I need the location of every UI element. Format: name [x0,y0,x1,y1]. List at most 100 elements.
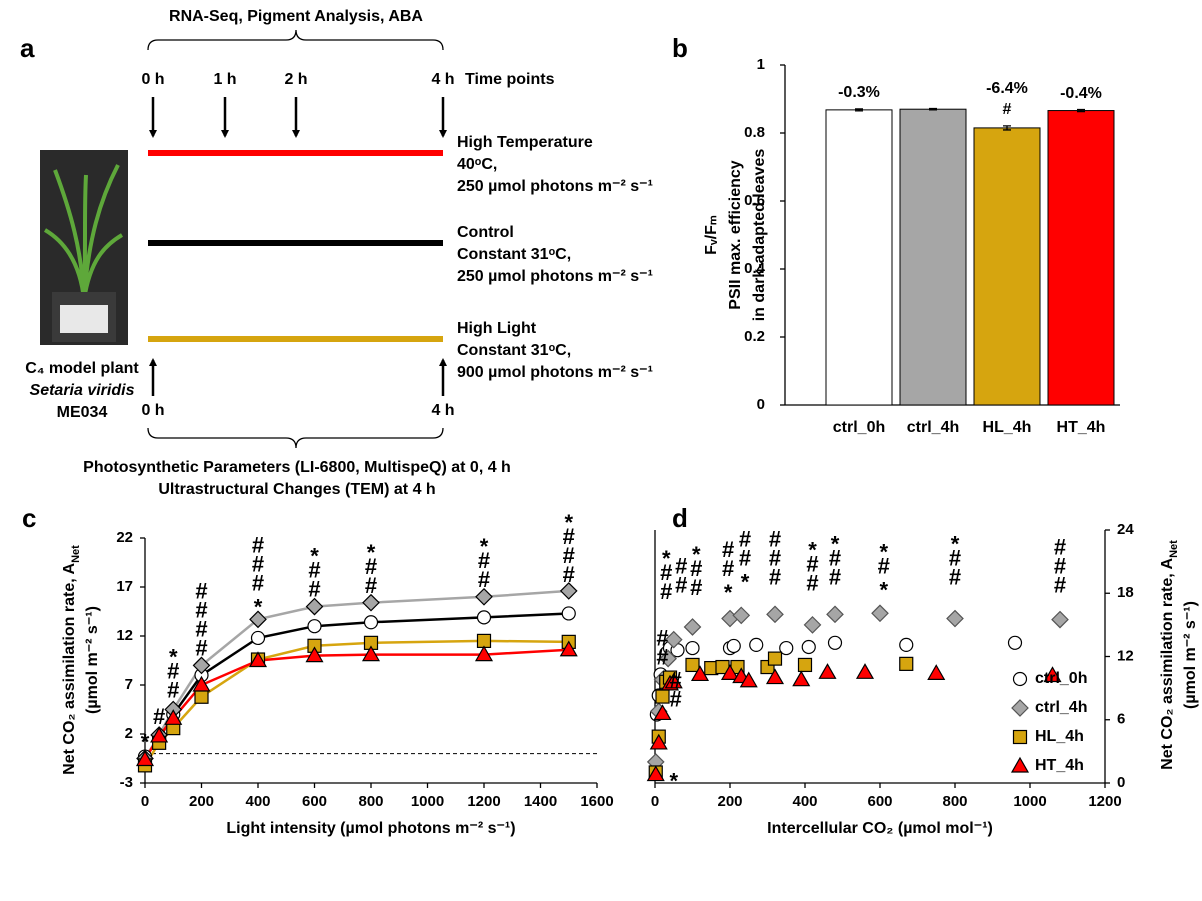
time-points-label: Time points [465,71,555,88]
brace [147,29,444,51]
marker [720,664,740,680]
marker [732,606,751,625]
significance-mark: * [564,510,573,535]
y-axis-label-text: Net CO₂ assimilation rate, A [61,562,78,774]
marker [664,672,683,689]
y-tick-label: -3 [120,774,133,791]
significance-mark: * [724,580,733,605]
marker [250,630,266,646]
error-bar [1003,125,1011,131]
significance-mark: * [879,540,888,565]
bar-annotation: -0.3% [838,84,880,101]
x-tick-label: HT_4h [1057,419,1106,436]
marker [803,616,822,634]
series-line [144,612,569,758]
marker [664,630,683,649]
significance-mark: # [1054,554,1066,579]
legend-label: ctrl_0h [1035,670,1087,687]
significance-mark: # [722,556,734,581]
marker [826,605,844,624]
significance-mark: # [167,678,179,703]
significance-mark: # [769,545,781,570]
brace [147,427,444,449]
treatment-text: Constant 31ᵒC, [457,342,571,359]
bar-annotation: -6.4% [986,80,1028,97]
significance-mark: * [662,546,671,571]
significance-mark: # [690,556,702,581]
top-label: RNA-Seq, Pigment Analysis, ABA [169,8,423,25]
significance-mark: # [949,564,961,589]
marker [363,615,379,630]
y-tick-label: 2 [125,725,133,742]
significance-mark: # [308,558,320,583]
plant-label: ME034 [57,404,108,421]
panel-label: d [672,503,688,533]
marker [685,657,700,673]
marker [871,604,889,623]
significance-mark: # [1054,535,1066,560]
x-tick-label: 600 [302,793,327,810]
marker [1051,610,1069,629]
y-axis-label-text: Net CO₂ assimilation rate, A [1159,557,1176,769]
y-tick-label: 24 [1117,521,1134,538]
marker [899,656,914,671]
marker [801,639,816,655]
y-tick-label: 0 [1117,774,1125,791]
significance-mark: # [739,526,751,551]
marker [561,606,576,621]
treatment-text: High Light [457,320,537,337]
x-tick-label: 0 [651,793,659,810]
significance-mark: # [670,668,682,693]
time-point-label: 1 h [213,71,236,88]
bar [1047,110,1115,406]
x-tick-label: 0 [141,793,149,810]
x-tick-label: 1400 [524,793,557,810]
marker [899,637,914,653]
y-tick-label: 22 [116,529,133,546]
x-tick-label: ctrl_0h [833,419,885,436]
plant-label: C₄ model plant [25,360,139,377]
x-axis-label: Intercellular CO₂ (µmol mol⁻¹) [767,820,993,837]
marker [827,635,843,650]
x-tick-label: 800 [942,793,967,810]
significance-mark: # [153,704,165,729]
bar-annotation: -0.4% [1060,85,1102,102]
significance-mark: * [951,531,960,556]
marker [192,656,211,675]
treatment-text: 900 µmol photons m⁻² s⁻¹ [457,364,653,381]
treatment-text: High Temperature [457,134,593,151]
marker [1007,635,1023,650]
bottom-label: Photosynthetic Parameters (LI-6800, Mult… [83,459,511,476]
marker [646,765,665,782]
panel-label: b [672,33,688,63]
marker [1043,666,1062,683]
bottom-label: Ultrastructural Changes (TEM) at 4 h [158,481,435,498]
significance-mark: # [478,548,490,573]
error-bar [1077,108,1085,113]
significance-mark: # [660,560,672,585]
legend-label: ctrl_4h [1035,699,1087,716]
significance-mark: # [769,564,781,589]
x-tick-label: 1000 [411,793,444,810]
significance-mark: # [806,571,818,596]
significance-mark: # [252,551,264,576]
error-bar [929,107,937,111]
error-bar [855,108,863,112]
panel-label: a [20,33,35,63]
time-point-label: 4 h [431,71,454,88]
treatment-text: Control [457,224,514,241]
x-tick-label: 400 [792,793,817,810]
y-tick-label: 0.8 [744,124,765,141]
x-tick-label: 400 [245,793,270,810]
significance-mark: # [878,554,890,579]
treatment-text: 40ᵒC, [457,156,497,173]
marker [726,638,741,654]
significance-mark: # [769,526,781,551]
y-tick-label: 1 [757,56,765,73]
y-axis-units: (µmol m⁻² s⁻¹) [1182,601,1199,709]
marker [194,689,209,704]
significance-mark: * [879,578,888,603]
measure-point-label: 4 h [431,402,454,419]
significance-mark: # [690,575,702,600]
legend-label: HT_4h [1035,757,1084,774]
